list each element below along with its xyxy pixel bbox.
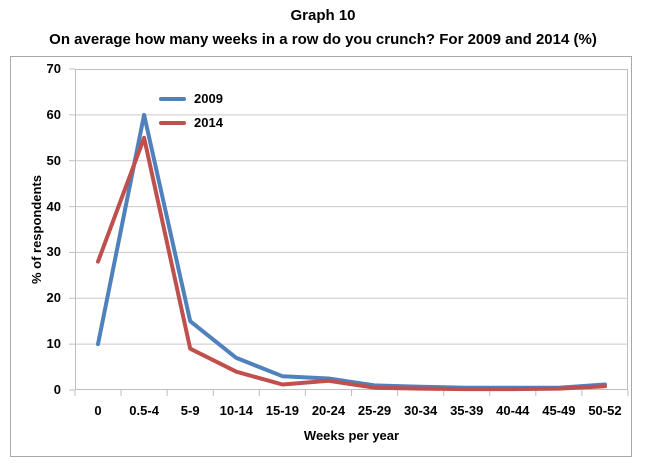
x-tick-label: 35-39 <box>450 403 484 418</box>
chart-frame: % of respondents 0 10 20 30 40 50 60 70 0 0.5-4 5… <box>10 56 632 457</box>
x-tick-label: 15-19 <box>265 403 299 418</box>
y-tick-label: 0 <box>53 382 61 397</box>
legend-item-2009: 2009 <box>159 91 223 106</box>
x-tick-label: 25-29 <box>357 403 392 418</box>
legend-item-2014: 2014 <box>159 115 223 130</box>
x-tick-label: 50-52 <box>588 403 622 418</box>
legend-line-swatch <box>159 96 186 101</box>
y-tick-label: 40 <box>46 198 61 214</box>
y-tick-labels: 0 10 20 30 40 50 60 70 <box>11 61 68 397</box>
y-tick-label: 20 <box>46 290 61 306</box>
x-tick-label: 10-14 <box>219 403 253 418</box>
x-tick-label: 40-44 <box>496 403 530 418</box>
x-tick-labels: 0 0.5-4 5-9 10-14 15-19 20-24 25-29 30-34 35-39 4… <box>75 403 628 421</box>
x-tick-label: 30-34 <box>404 403 438 418</box>
plot-border <box>75 69 628 390</box>
legend-label: 2009 <box>194 91 223 106</box>
chart-subtitle: On average how many weeks in a row do yo… <box>49 31 597 48</box>
x-axis-title: Weeks per year <box>303 428 400 443</box>
legend-label: 2014 <box>194 115 223 130</box>
x-tick-label: 45-49 <box>542 403 576 418</box>
y-tick-label: 50 <box>46 152 61 168</box>
legend-line-swatch <box>159 120 186 125</box>
y-tick-label: 60 <box>46 106 61 122</box>
y-tick-label: 10 <box>46 336 61 352</box>
series-line-2009 <box>96 112 607 390</box>
chart-title: Graph 10 <box>290 7 356 24</box>
x-tick-label: 5-9 <box>180 403 200 418</box>
plot-svg <box>69 68 629 396</box>
series-line-2014 <box>96 135 607 392</box>
y-tick-label: 70 <box>46 61 61 76</box>
y-tick-label: 30 <box>46 244 61 260</box>
x-tick-label: 0 <box>94 403 102 418</box>
legend: 2009 2014 <box>159 91 223 130</box>
x-tick-label: 0.5-4 <box>129 403 159 418</box>
x-tick-label: 20-24 <box>311 403 346 418</box>
